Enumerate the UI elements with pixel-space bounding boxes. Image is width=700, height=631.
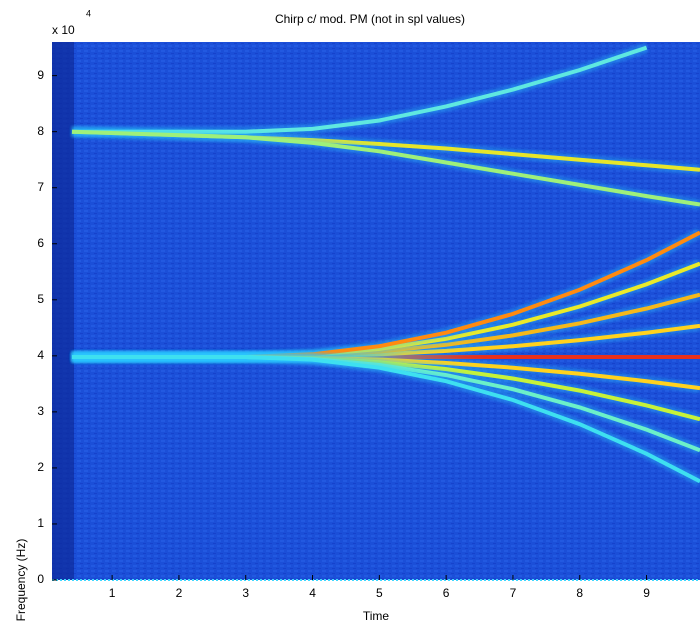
y-tick-label: 7 bbox=[37, 180, 44, 194]
y-tick-label: 1 bbox=[37, 516, 44, 530]
y-tick-label: 4 bbox=[37, 348, 44, 362]
ridge bbox=[72, 45, 648, 134]
y-multiplier: x 10 bbox=[52, 23, 75, 37]
x-tick-label: 5 bbox=[376, 586, 383, 600]
x-tick-label: 9 bbox=[643, 586, 650, 600]
plot-area bbox=[52, 42, 700, 580]
y-multiplier-exponent: 4 bbox=[86, 8, 91, 18]
x-tick-label: 6 bbox=[443, 586, 450, 600]
y-axis-label: Frequency (Hz) bbox=[14, 539, 28, 622]
y-tick-label: 9 bbox=[37, 68, 44, 82]
y-tick-label: 3 bbox=[37, 404, 44, 418]
y-tick-label: 5 bbox=[37, 292, 44, 306]
x-tick-label: 7 bbox=[510, 586, 517, 600]
chart-title: Chirp c/ mod. PM (not in spl values) bbox=[275, 12, 465, 26]
x-axis-label: Time bbox=[363, 609, 390, 623]
x-tick-label: 2 bbox=[176, 586, 183, 600]
x-tick-label: 1 bbox=[109, 586, 116, 600]
y-tick-label: 2 bbox=[37, 460, 44, 474]
ridge bbox=[71, 129, 700, 207]
x-tick-label: 8 bbox=[576, 586, 583, 600]
x-tick-label: 3 bbox=[242, 586, 249, 600]
dark-band bbox=[52, 42, 74, 580]
x-tick-label: 4 bbox=[309, 586, 316, 600]
y-tick-label: 6 bbox=[37, 236, 44, 250]
y-tick-label: 8 bbox=[37, 124, 44, 138]
ridge bbox=[72, 355, 700, 484]
y-tick-label: 0 bbox=[37, 572, 44, 586]
